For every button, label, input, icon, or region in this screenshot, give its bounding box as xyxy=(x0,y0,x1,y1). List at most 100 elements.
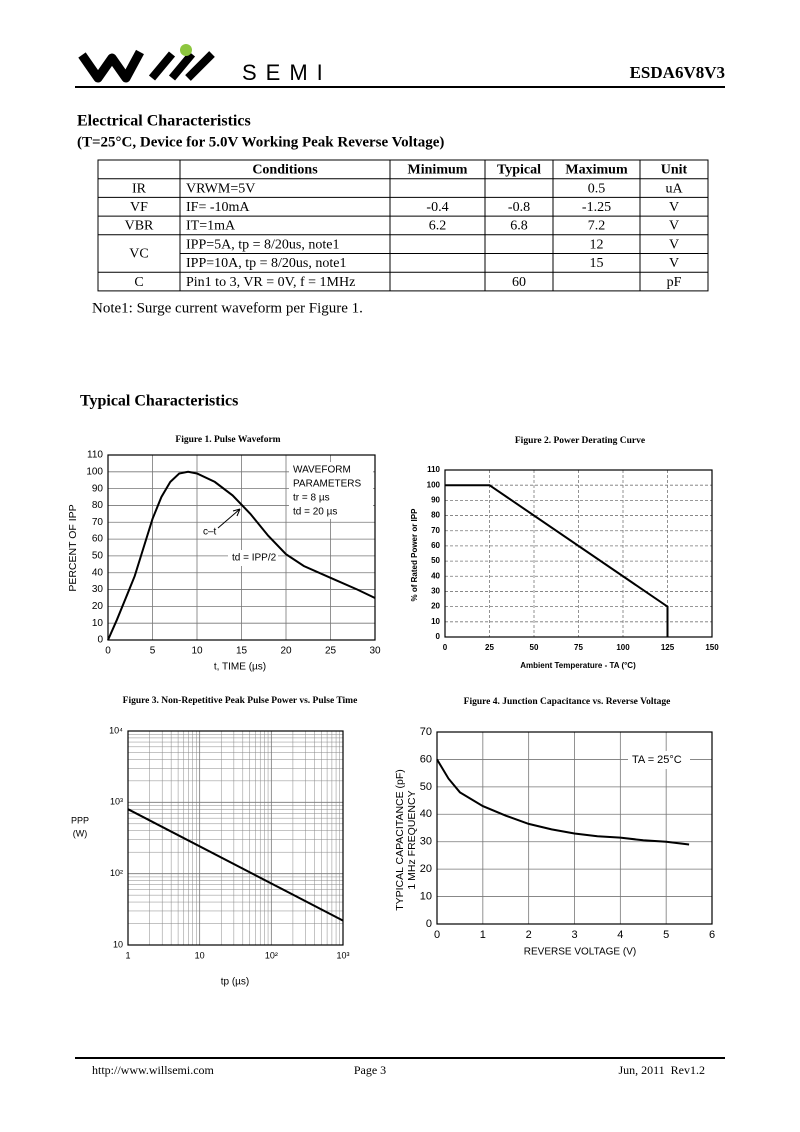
y-tick-label: 10³ xyxy=(110,797,123,807)
table-cell: uA xyxy=(665,181,683,196)
table-cell: 12 xyxy=(590,237,604,252)
x-tick-label: 10³ xyxy=(336,950,349,960)
y-tick-label: 10 xyxy=(431,617,440,626)
x-tick-label: 5 xyxy=(150,646,156,657)
y-axis-label: TYPICAL CAPACITANCE (pF) xyxy=(394,769,406,911)
logo-dot xyxy=(180,44,192,56)
y-axis-label: % of Rated Power or IPP xyxy=(410,508,419,602)
part-number: ESDA6V8V3 xyxy=(630,63,725,82)
y-tick-label: 40 xyxy=(92,567,104,578)
y-tick-label: 60 xyxy=(420,753,432,765)
annotation-bg xyxy=(228,550,278,566)
footer-url: http://www.willsemi.com xyxy=(92,1063,215,1077)
y-tick-label: 110 xyxy=(87,450,103,461)
logo xyxy=(78,44,215,83)
chart: Figure 3. Non-Repetitive Peak Pulse Powe… xyxy=(71,696,357,987)
table-cell: IPP=5A, tp = 8/20us, note1 xyxy=(186,237,339,252)
table-header: Typical xyxy=(497,163,541,178)
x-tick-label: 6 xyxy=(709,929,715,941)
chart-title: Figure 1. Pulse Waveform xyxy=(175,435,280,445)
annotation-arrow xyxy=(217,508,241,529)
table-cell: V xyxy=(669,200,679,215)
y-tick-label: 10 xyxy=(420,890,432,902)
table-cell: 15 xyxy=(590,256,604,271)
chart-title: Figure 2. Power Derating Curve xyxy=(515,436,645,446)
table-cell: V xyxy=(669,237,679,252)
annotation: tr = 8 µs xyxy=(293,493,330,504)
y-tick-label: 70 xyxy=(420,726,432,738)
y-tick-label: 70 xyxy=(431,526,440,535)
x-axis-label: tp (µs) xyxy=(221,977,250,988)
section-subtitle: (T=25°C, Device for 5.0V Working Peak Re… xyxy=(77,134,444,150)
y-tick-label: 80 xyxy=(431,511,440,520)
y-tick-label: 20 xyxy=(431,602,440,611)
y-tick-label: 50 xyxy=(92,551,104,562)
table-cell: -0.8 xyxy=(508,200,530,215)
annotation: td = IPP/2 xyxy=(232,553,277,564)
x-tick-label: 0 xyxy=(434,929,440,941)
data-line xyxy=(436,758,690,846)
table-cell: VBR xyxy=(125,219,154,234)
x-tick-label: 5 xyxy=(663,929,669,941)
x-tick-label: 150 xyxy=(705,643,719,652)
x-tick-label: 2 xyxy=(526,929,532,941)
table-cell: V xyxy=(669,219,679,234)
data-line xyxy=(127,808,344,922)
annotation: td = 20 µs xyxy=(293,507,337,518)
logo-text: SEMI xyxy=(242,60,332,85)
table-cell: VRWM=5V xyxy=(186,181,255,196)
y-tick-label: 100 xyxy=(86,466,103,477)
plot-frame xyxy=(127,730,344,946)
table-cell: 6.2 xyxy=(429,219,447,234)
y-tick-label: 50 xyxy=(431,556,440,565)
footer-page: Page 3 xyxy=(354,1063,386,1077)
table-header: Minimum xyxy=(408,163,468,178)
table-cell: 6.8 xyxy=(510,219,528,234)
table-cell: VC xyxy=(129,247,148,262)
x-tick-label: 3 xyxy=(571,929,577,941)
x-tick-label: 100 xyxy=(616,643,630,652)
data-line xyxy=(445,484,669,637)
y-tick-label: 90 xyxy=(431,495,440,504)
y-tick-label: 20 xyxy=(420,863,432,875)
x-axis-label: Ambient Temperature - TA (°C) xyxy=(520,661,636,670)
table-cell: VF xyxy=(130,200,148,215)
y-tick-label: 30 xyxy=(92,584,104,595)
footer-date: Jun, 2011 Rev1.2 xyxy=(618,1063,705,1077)
x-tick-label: 125 xyxy=(661,643,675,652)
x-tick-label: 75 xyxy=(574,643,583,652)
annotation: c–t xyxy=(203,527,217,538)
x-tick-label: 25 xyxy=(485,643,494,652)
y-tick-label: 90 xyxy=(92,483,104,494)
x-tick-label: 25 xyxy=(325,646,337,657)
x-tick-label: 15 xyxy=(236,646,248,657)
chart: Figure 1. Pulse Waveform 0 5 10 15 20 25 30 0 10 2… xyxy=(67,435,381,672)
x-tick-label: 0 xyxy=(105,646,111,657)
x-tick-label: 20 xyxy=(280,646,292,657)
table-header: Conditions xyxy=(252,163,318,178)
plot-frame xyxy=(444,469,713,638)
table-cell: -1.25 xyxy=(582,200,611,215)
table-header: Maximum xyxy=(565,163,628,178)
y-tick-label: 100 xyxy=(427,480,441,489)
annotation: PARAMETERS xyxy=(293,479,361,490)
plot-frame xyxy=(436,731,713,925)
table-cell: pF xyxy=(667,275,682,290)
y-tick-label: 10 xyxy=(92,618,104,629)
y-axis-label: 1 MHz FREQUENCY xyxy=(406,790,418,889)
table-cell: Pin1 to 3, VR = 0V, f = 1MHz xyxy=(186,275,355,290)
x-axis-label: t, TIME (µs) xyxy=(214,662,266,673)
y-tick-label: 0 xyxy=(97,635,103,646)
table-cell: IT=1mA xyxy=(186,219,236,234)
data-line xyxy=(107,470,376,641)
chart-title: Figure 4. Junction Capacitance vs. Rever… xyxy=(464,697,671,707)
annotation-bg xyxy=(289,462,373,519)
y-tick-label: 30 xyxy=(420,836,432,848)
table-cell: -0.4 xyxy=(426,200,448,215)
x-tick-label: 10 xyxy=(195,950,205,960)
table-cell: IR xyxy=(132,181,147,196)
